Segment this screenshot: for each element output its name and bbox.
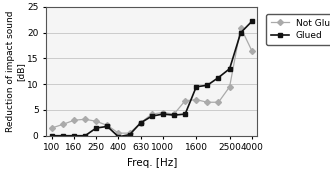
Y-axis label: Reduction of impact sound
[dB]: Reduction of impact sound [dB] [6, 11, 26, 132]
Glued [239, 32, 243, 34]
Glued [94, 127, 98, 129]
Glued [61, 135, 65, 137]
Not Glued [116, 132, 120, 134]
Glued [83, 135, 87, 137]
Not Glued [228, 86, 232, 88]
Glued [172, 114, 176, 116]
Glued [183, 113, 187, 115]
Glued [128, 134, 132, 136]
Glued [205, 84, 209, 86]
Not Glued [205, 101, 209, 103]
Not Glued [250, 50, 254, 52]
Glued [150, 115, 154, 117]
Not Glued [183, 100, 187, 102]
Glued [250, 20, 254, 22]
Glued [72, 135, 76, 137]
Not Glued [150, 113, 154, 115]
Glued [50, 135, 54, 137]
Not Glued [94, 120, 98, 122]
Not Glued [128, 132, 132, 134]
Glued [139, 122, 143, 124]
Legend: Not Glued, Glued: Not Glued, Glued [266, 14, 330, 45]
Not Glued [83, 118, 87, 120]
Not Glued [194, 99, 198, 101]
Not Glued [161, 112, 165, 114]
Line: Not Glued: Not Glued [50, 25, 254, 135]
Glued [161, 113, 165, 115]
Glued [216, 77, 220, 79]
Not Glued [72, 119, 76, 121]
Glued [116, 136, 120, 138]
Not Glued [139, 122, 143, 124]
Not Glued [239, 26, 243, 29]
Not Glued [172, 113, 176, 115]
Glued [105, 125, 109, 128]
Not Glued [61, 123, 65, 125]
X-axis label: Freq. [Hz]: Freq. [Hz] [127, 158, 177, 168]
Line: Glued: Glued [49, 19, 254, 139]
Not Glued [216, 101, 220, 103]
Glued [194, 86, 198, 88]
Glued [228, 68, 232, 70]
Not Glued [50, 127, 54, 129]
Not Glued [105, 124, 109, 126]
